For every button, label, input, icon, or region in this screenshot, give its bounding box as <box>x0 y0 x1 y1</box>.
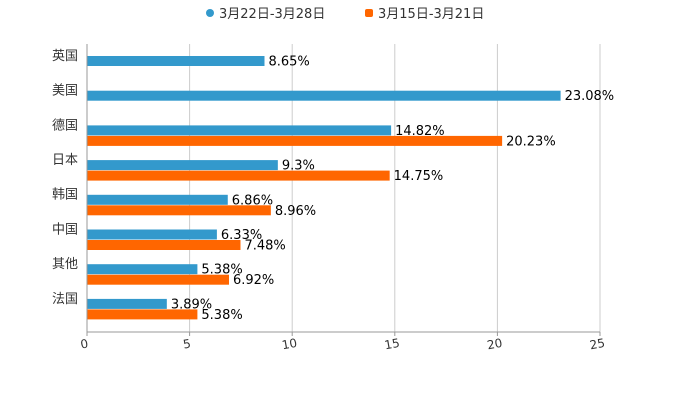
value-label-0-0: 8.65% <box>268 55 309 70</box>
grid <box>189 44 601 332</box>
category-label-3: 日本 <box>52 153 78 168</box>
legend-label-0[interactable]: 3月22日-3月28日 <box>219 7 325 22</box>
bar-1-3 <box>87 170 390 181</box>
value-label-0-7: 3.89% <box>171 297 212 312</box>
bar-0-7 <box>87 298 167 309</box>
x-tick-label-2: 10 <box>281 336 298 352</box>
bar-0-3 <box>87 160 278 171</box>
x-tick-label-0: 0 <box>79 337 89 352</box>
value-label-1-2: 20.23% <box>506 134 556 149</box>
bar-0-5 <box>87 229 217 240</box>
legend-label-1[interactable]: 3月15日-3月21日 <box>378 7 484 22</box>
x-tick-label-5: 25 <box>589 336 606 352</box>
category-label-7: 法国 <box>52 292 78 307</box>
legend: 3月22日-3月28日 3月15日-3月21日 <box>206 7 484 22</box>
bars <box>87 56 561 320</box>
value-label-1-6: 6.92% <box>233 273 274 288</box>
x-axis: 0 5 10 15 20 25 <box>79 44 606 352</box>
value-label-1-7: 5.38% <box>201 308 242 323</box>
x-tick-label-3: 15 <box>383 336 400 352</box>
bar-1-2 <box>87 135 503 146</box>
bar-0-4 <box>87 194 228 205</box>
bar-1-5 <box>87 240 241 250</box>
category-label-2: 德国 <box>52 118 78 133</box>
value-label-1-4: 8.96% <box>275 204 316 219</box>
x-tick-label-4: 20 <box>486 336 503 352</box>
bar-1-4 <box>87 205 271 216</box>
value-label-1-5: 7.48% <box>244 239 285 254</box>
category-label-0: 英国 <box>52 49 78 64</box>
legend-marker-1 <box>365 9 373 17</box>
bar-0-2 <box>87 125 392 136</box>
value-label-0-3: 9.3% <box>282 159 315 174</box>
category-label-4: 韩国 <box>52 188 78 203</box>
value-label-0-6: 5.38% <box>201 263 242 278</box>
category-label-6: 其他 <box>52 257 78 272</box>
value-label-0-2: 14.82% <box>395 124 445 139</box>
value-labels: 8.65% 23.08% 14.82% 20.23% 9.3% 14.75% 6.86%8.… <box>171 55 614 323</box>
bar-1-7 <box>87 309 198 320</box>
value-label-1-3: 14.75% <box>394 169 444 184</box>
x-tick-label-1: 5 <box>182 337 192 352</box>
legend-marker-0 <box>206 9 214 17</box>
value-label-0-1: 23.08% <box>565 89 615 104</box>
bar-0-6 <box>87 264 198 275</box>
value-label-0-5: 6.33% <box>221 228 262 243</box>
category-label-1: 美国 <box>52 84 78 99</box>
bar-0-0 <box>87 56 265 66</box>
category-label-5: 中国 <box>52 222 78 237</box>
bar-0-1 <box>87 90 561 101</box>
value-label-0-4: 6.86% <box>232 193 273 208</box>
bar-1-6 <box>87 274 229 285</box>
